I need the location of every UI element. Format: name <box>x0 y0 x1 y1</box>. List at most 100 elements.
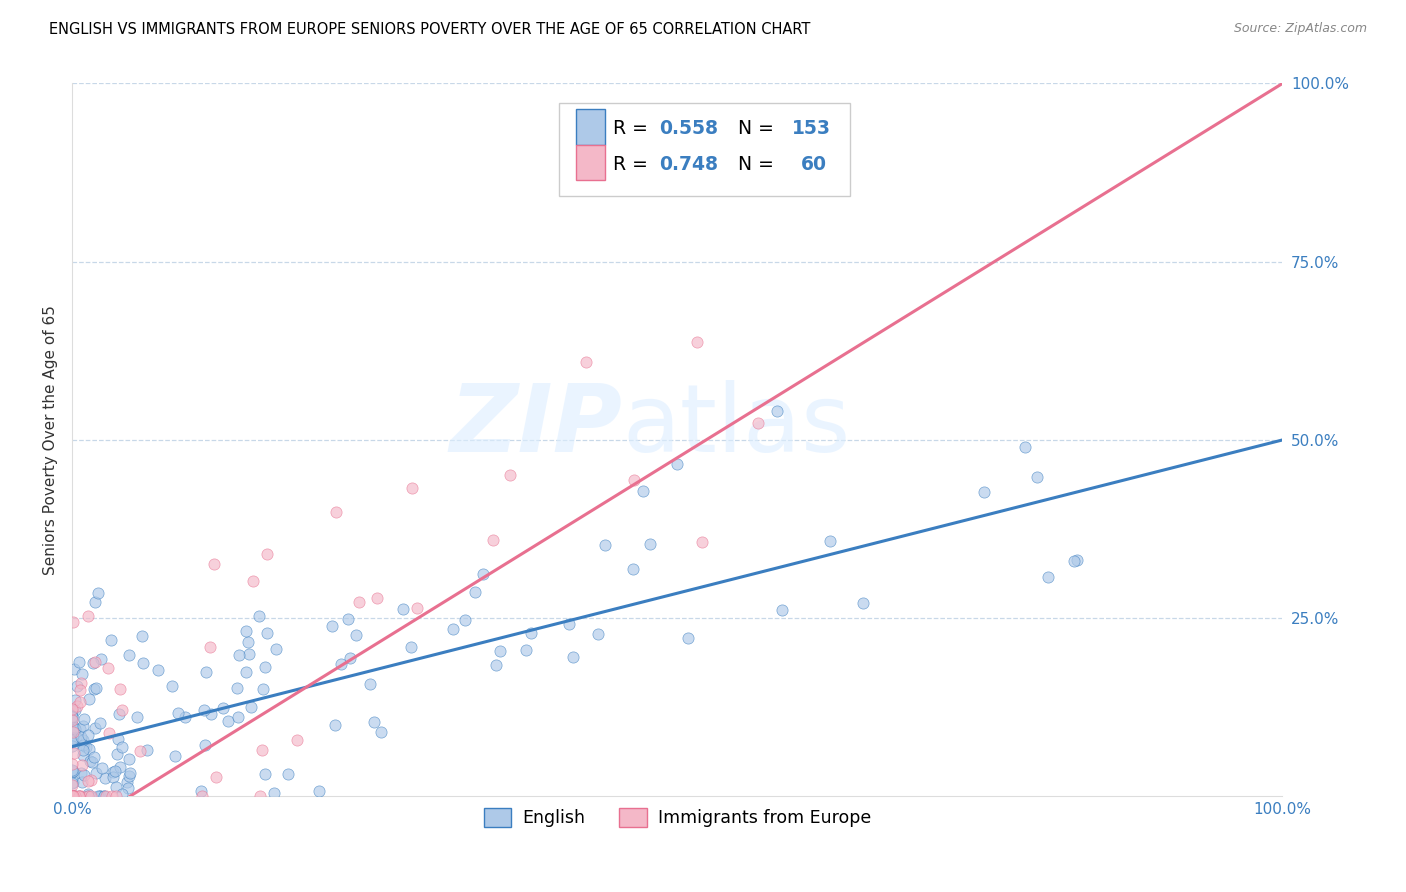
Point <box>67 789 90 804</box>
Point <box>190 789 212 804</box>
Point <box>115 775 138 789</box>
Point <box>72 743 94 757</box>
Point <box>69 722 91 736</box>
Point <box>132 657 155 671</box>
Text: 0.748: 0.748 <box>659 154 718 174</box>
Point <box>323 718 346 732</box>
Point <box>62 747 84 761</box>
FancyBboxPatch shape <box>558 103 851 196</box>
Point <box>66 679 89 693</box>
Text: 0.558: 0.558 <box>659 119 718 138</box>
Point <box>621 562 644 576</box>
Point <box>83 750 105 764</box>
Point <box>252 681 274 696</box>
Point <box>631 483 654 498</box>
Point <box>63 662 86 676</box>
Point <box>82 755 104 769</box>
Point <box>235 624 257 638</box>
Point <box>366 591 388 606</box>
Point <box>250 742 273 756</box>
Point <box>163 749 186 764</box>
Point <box>93 789 115 804</box>
Point <box>692 534 714 549</box>
Point <box>63 692 86 706</box>
Point <box>105 747 128 761</box>
Point <box>101 765 124 780</box>
Point <box>118 752 141 766</box>
Point <box>100 789 122 804</box>
Point <box>62 615 84 630</box>
Point <box>623 474 645 488</box>
Point <box>111 787 134 801</box>
Point <box>515 643 537 657</box>
Point <box>70 667 93 681</box>
Text: Source: ZipAtlas.com: Source: ZipAtlas.com <box>1233 22 1367 36</box>
Point <box>818 533 841 548</box>
Point <box>226 681 249 695</box>
Point <box>62 764 84 778</box>
Point <box>205 771 228 785</box>
Point <box>60 789 83 804</box>
Point <box>118 769 141 783</box>
Text: atlas: atlas <box>623 380 851 472</box>
Point <box>238 647 260 661</box>
Point <box>249 789 271 804</box>
Point <box>87 789 110 804</box>
Point <box>247 608 270 623</box>
Point <box>75 739 97 754</box>
Point <box>69 682 91 697</box>
Point <box>60 708 83 723</box>
Point <box>108 760 131 774</box>
Point <box>89 716 111 731</box>
Point <box>83 721 105 735</box>
Point <box>89 789 111 804</box>
Point <box>97 661 120 675</box>
Point <box>72 719 94 733</box>
Point <box>84 765 107 780</box>
Point <box>254 659 277 673</box>
Point <box>70 775 93 789</box>
Point <box>62 725 84 739</box>
Point <box>94 789 117 804</box>
Point <box>1026 469 1049 483</box>
Point <box>70 757 93 772</box>
Point <box>63 722 86 736</box>
Point <box>80 789 103 804</box>
Text: N =: N = <box>725 119 779 138</box>
Point <box>111 703 134 717</box>
Point <box>62 775 84 789</box>
Point <box>62 789 84 804</box>
Point <box>454 614 477 628</box>
Point <box>84 595 107 609</box>
Point <box>60 710 83 724</box>
Point <box>79 754 101 768</box>
Point <box>256 625 278 640</box>
Point <box>111 739 134 754</box>
Point <box>285 732 308 747</box>
Point <box>60 778 83 792</box>
Point <box>77 789 100 804</box>
Point <box>73 768 96 782</box>
Point <box>90 652 112 666</box>
Point <box>765 403 787 417</box>
Point <box>253 766 276 780</box>
Point <box>359 677 381 691</box>
Point <box>62 789 84 804</box>
Point <box>561 650 583 665</box>
Point <box>77 788 100 802</box>
Point <box>60 702 83 716</box>
Point <box>63 789 86 804</box>
Text: R =: R = <box>613 119 654 138</box>
Point <box>1066 553 1088 567</box>
Point <box>217 714 239 728</box>
Point <box>89 789 111 804</box>
Point <box>63 720 86 734</box>
Point <box>63 789 86 804</box>
Point <box>193 702 215 716</box>
Point <box>136 742 159 756</box>
Legend: English, Immigrants from Europe: English, Immigrants from Europe <box>477 801 877 834</box>
Point <box>519 626 541 640</box>
Point <box>87 586 110 600</box>
Point <box>60 713 83 727</box>
Point <box>60 764 83 778</box>
